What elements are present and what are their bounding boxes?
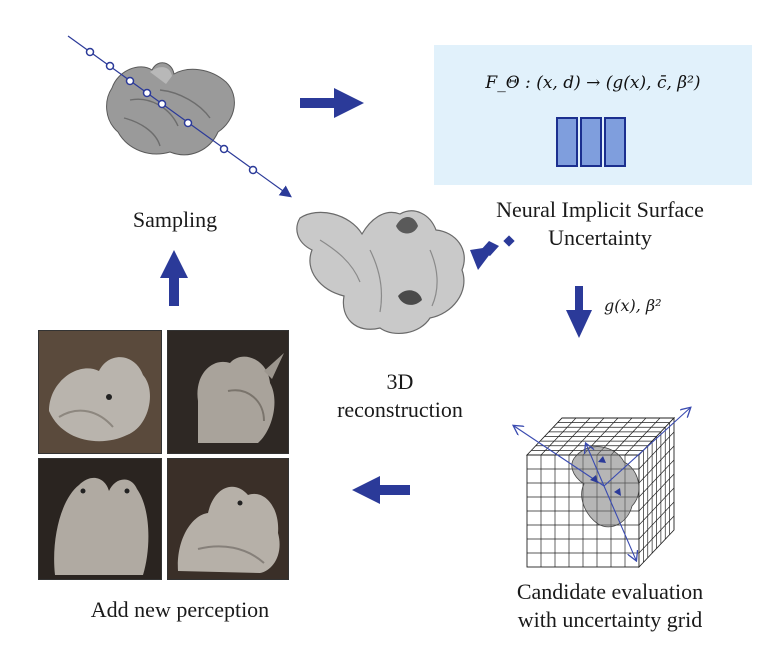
network-layer-block [580,117,602,167]
arrow-add-to-sampling [160,250,188,306]
network-label-line1: Neural Implicit Surface [496,197,704,222]
add-perception-label: Add new perception [90,597,270,622]
arrow-network-to-reconstruction [470,235,515,270]
arrow-network-to-candidate [566,286,592,338]
grid-line [624,417,661,456]
arrow-sampling-to-network [300,88,364,118]
sample-point [142,88,152,98]
candidate-point [614,488,621,496]
sample-point [219,144,229,154]
perception-photo [167,330,289,454]
network-layer-block [556,117,578,167]
perception-photo [38,330,162,454]
perception-photo [167,458,289,580]
grid-object [571,446,640,528]
sample-point [85,47,95,57]
arrow-candidate-to-add [352,476,410,504]
network-box: F_Θ : (x, d) → (g(x), c̄, β²) [434,45,752,185]
grid-line [638,501,675,540]
edge-label: g(x), β² [604,296,662,315]
candidate-points [590,456,621,496]
sampling-label: Sampling [132,207,218,232]
grid-line [638,473,675,512]
sample-point [125,76,135,86]
grid-line [638,487,675,526]
grid-line [610,417,647,456]
network-label-line2: Uncertainty [548,225,652,250]
candidate-label-line2: with uncertainty grid [517,607,703,632]
candidate-point [590,475,598,483]
candidate-point [598,456,606,463]
sample-point [105,61,115,71]
sampling-bird-sculpture [106,62,235,156]
sample-point [157,99,167,109]
network-formula: F_Θ : (x, d) → (g(x), c̄, β²) [485,73,701,93]
sample-point [183,118,193,128]
sample-point [248,165,258,175]
candidate-label-line1: Candidate evaluation [516,579,704,604]
network-layer-block [604,117,626,167]
reconstruction-label-line2: reconstruction [337,397,463,422]
reconstruction-label-line1: 3D [386,369,414,394]
grid-line [638,515,675,554]
perception-photo [38,458,162,580]
reconstruction-mesh [296,210,465,335]
candidate-rays [514,408,690,560]
sample-points [85,47,258,175]
